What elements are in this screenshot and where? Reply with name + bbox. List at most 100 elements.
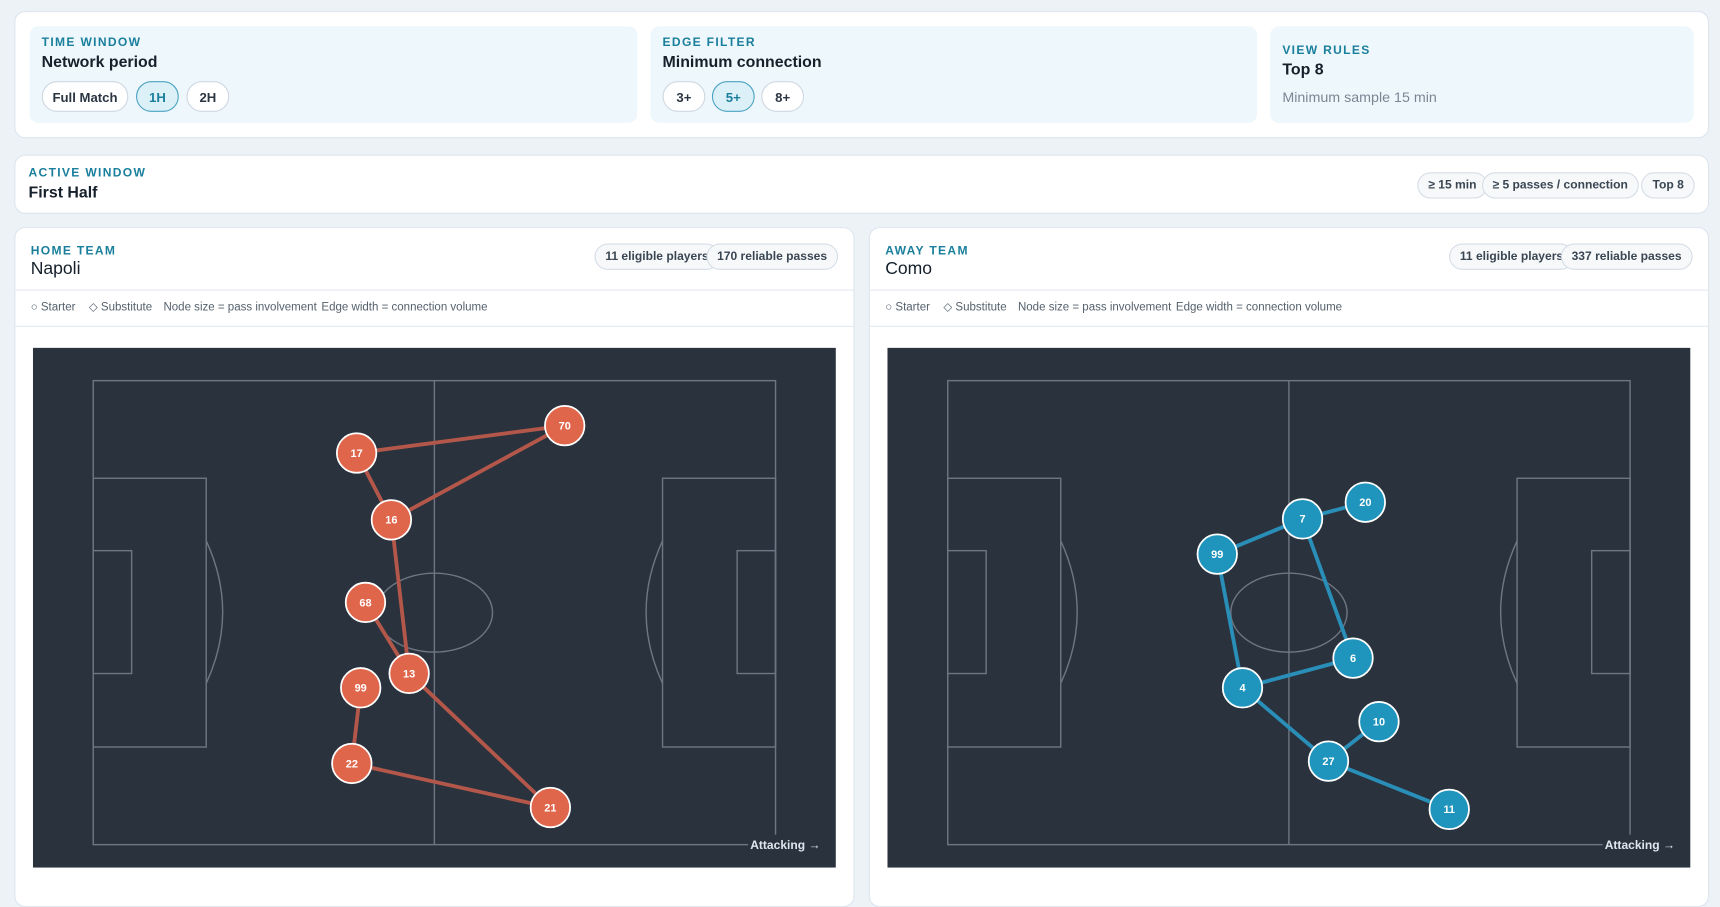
legend-item: ◇ Substitute — [88, 300, 153, 314]
attacking-bg — [748, 834, 828, 857]
divider — [869, 325, 1708, 327]
player-number: 13 — [403, 668, 415, 680]
pitch-line — [1060, 540, 1078, 684]
panel-label: TIME WINDOW — [41, 36, 142, 50]
pitch-line — [92, 549, 133, 675]
player-node — [1428, 788, 1470, 831]
divider — [15, 289, 854, 291]
player-number: 21 — [544, 802, 556, 814]
player-number: 16 — [385, 515, 397, 527]
pass-edge — [1215, 552, 1245, 690]
team-card: AWAY TEAM Como 11 eligible players 337 reli… — [868, 227, 1710, 907]
player-number: 17 — [351, 448, 363, 460]
option-button[interactable]: 2H — [186, 81, 230, 112]
player-node — [1344, 481, 1386, 523]
player-node — [529, 786, 572, 829]
pitch-line — [1230, 572, 1348, 653]
option-button[interactable]: 8+ — [761, 81, 805, 112]
player-number: 22 — [346, 758, 358, 770]
section-title: First Half — [28, 184, 98, 202]
pass-edge — [407, 671, 553, 810]
player-number: 99 — [355, 683, 367, 695]
team-chip: 337 reliable passes — [1560, 243, 1693, 270]
player-number: 7 — [1300, 514, 1306, 526]
divider — [869, 289, 1708, 291]
active-window-card: ACTIVE WINDOW First Half ≥ 15 min ≥ 5 pa… — [14, 154, 1710, 214]
player-number: 99 — [1211, 549, 1223, 561]
player-number: 20 — [1359, 497, 1371, 509]
pitch-line — [645, 540, 664, 684]
team-chip: 170 reliable passes — [706, 243, 839, 270]
panel-title: Network period — [41, 53, 158, 72]
team-card: HOME TEAM Napoli 11 eligible players 170 re… — [14, 227, 855, 907]
player-node — [1196, 533, 1238, 575]
pitch: 20 7 99 6 4 10 27 11 Attacking → — [887, 347, 1691, 868]
player-number: 27 — [1322, 756, 1334, 768]
player-number: 4 — [1239, 683, 1246, 695]
player-number: 6 — [1350, 653, 1356, 665]
player-number: 68 — [359, 597, 371, 609]
attacking-label: Attacking → — [1605, 838, 1675, 852]
player-node — [370, 499, 413, 541]
player-node — [344, 581, 387, 624]
attacking-label: Attacking → — [750, 838, 820, 852]
panel-note: Minimum sample 15 min — [1282, 88, 1437, 106]
pass-edge — [389, 517, 412, 676]
option-button[interactable]: 5+ — [711, 81, 755, 112]
pass-edge — [1326, 759, 1452, 812]
player-node — [335, 432, 378, 474]
panel-title: Minimum connection — [662, 53, 822, 72]
legend-item: Edge width = connection volume — [1175, 300, 1343, 314]
player-number: 70 — [559, 420, 571, 432]
legend-item: ○ Starter — [30, 300, 76, 314]
pitch-line — [1590, 549, 1631, 675]
pitch: 17 70 16 68 13 99 22 21 Attacking → — [32, 347, 836, 868]
team-chip: 11 eligible players — [594, 243, 720, 270]
player-node — [1281, 498, 1324, 540]
team-name: Como — [885, 259, 933, 279]
legend-item: ○ Starter — [885, 300, 930, 314]
edge-filter-panel: EDGE FILTER Minimum connection 3+ 5+ 8+ — [650, 26, 1258, 123]
player-node — [340, 667, 382, 709]
panel-label: EDGE FILTER — [662, 36, 756, 50]
team-name: Napoli — [30, 259, 81, 279]
pass-edge — [1300, 516, 1355, 661]
legend-item: ◇ Substitute — [943, 300, 1007, 314]
team-label: HOME TEAM — [30, 244, 117, 258]
section-label: ACTIVE WINDOW — [28, 166, 147, 180]
attacking-bg — [1602, 834, 1682, 857]
view-rules-panel: VIEW RULES Top 8 Minimum sample 15 min — [1270, 26, 1694, 123]
player-node — [1358, 701, 1400, 743]
player-number: 10 — [1373, 717, 1385, 729]
legend-item: Node size = pass involvement — [163, 300, 317, 314]
pass-edge — [389, 423, 567, 522]
player-number: 11 — [1443, 804, 1455, 816]
legend-item: Edge width = connection volume — [321, 300, 488, 314]
pitch-line — [947, 549, 987, 675]
controls-card: TIME WINDOW Network period Full Match 1H… — [14, 10, 1710, 139]
option-button[interactable]: 3+ — [662, 81, 706, 112]
player-node — [1307, 740, 1350, 782]
time-window-panel: TIME WINDOW Network period Full Match 1H… — [29, 26, 638, 123]
player-node — [1332, 637, 1374, 679]
pass-edge — [349, 761, 553, 810]
option-button[interactable]: 1H — [136, 81, 179, 112]
pitch-line — [1499, 540, 1518, 684]
player-node — [544, 405, 586, 447]
pitch-line — [736, 549, 777, 675]
pass-edge — [354, 423, 567, 455]
legend-item: Node size = pass involvement — [1017, 300, 1172, 314]
player-node — [388, 652, 430, 695]
rule-chip: Top 8 — [1641, 172, 1695, 199]
player-node — [331, 742, 373, 785]
team-chip: 11 eligible players — [1448, 243, 1575, 270]
rule-chip: ≥ 15 min — [1417, 172, 1488, 199]
panel-title: Top 8 — [1282, 61, 1324, 79]
player-node — [1221, 667, 1264, 709]
team-label: AWAY TEAM — [885, 244, 969, 258]
pitch-line — [205, 540, 224, 684]
divider — [15, 325, 854, 327]
option-button[interactable]: Full Match — [41, 81, 129, 112]
